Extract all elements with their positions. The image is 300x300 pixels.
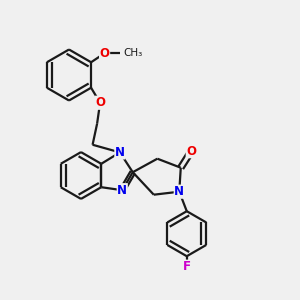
Text: O: O (100, 47, 110, 60)
Text: N: N (115, 146, 125, 159)
Text: CH₃: CH₃ (123, 48, 142, 58)
Text: O: O (95, 96, 105, 109)
Text: F: F (183, 260, 191, 273)
Text: N: N (174, 185, 184, 198)
Text: O: O (186, 145, 196, 158)
Text: N: N (117, 184, 127, 197)
